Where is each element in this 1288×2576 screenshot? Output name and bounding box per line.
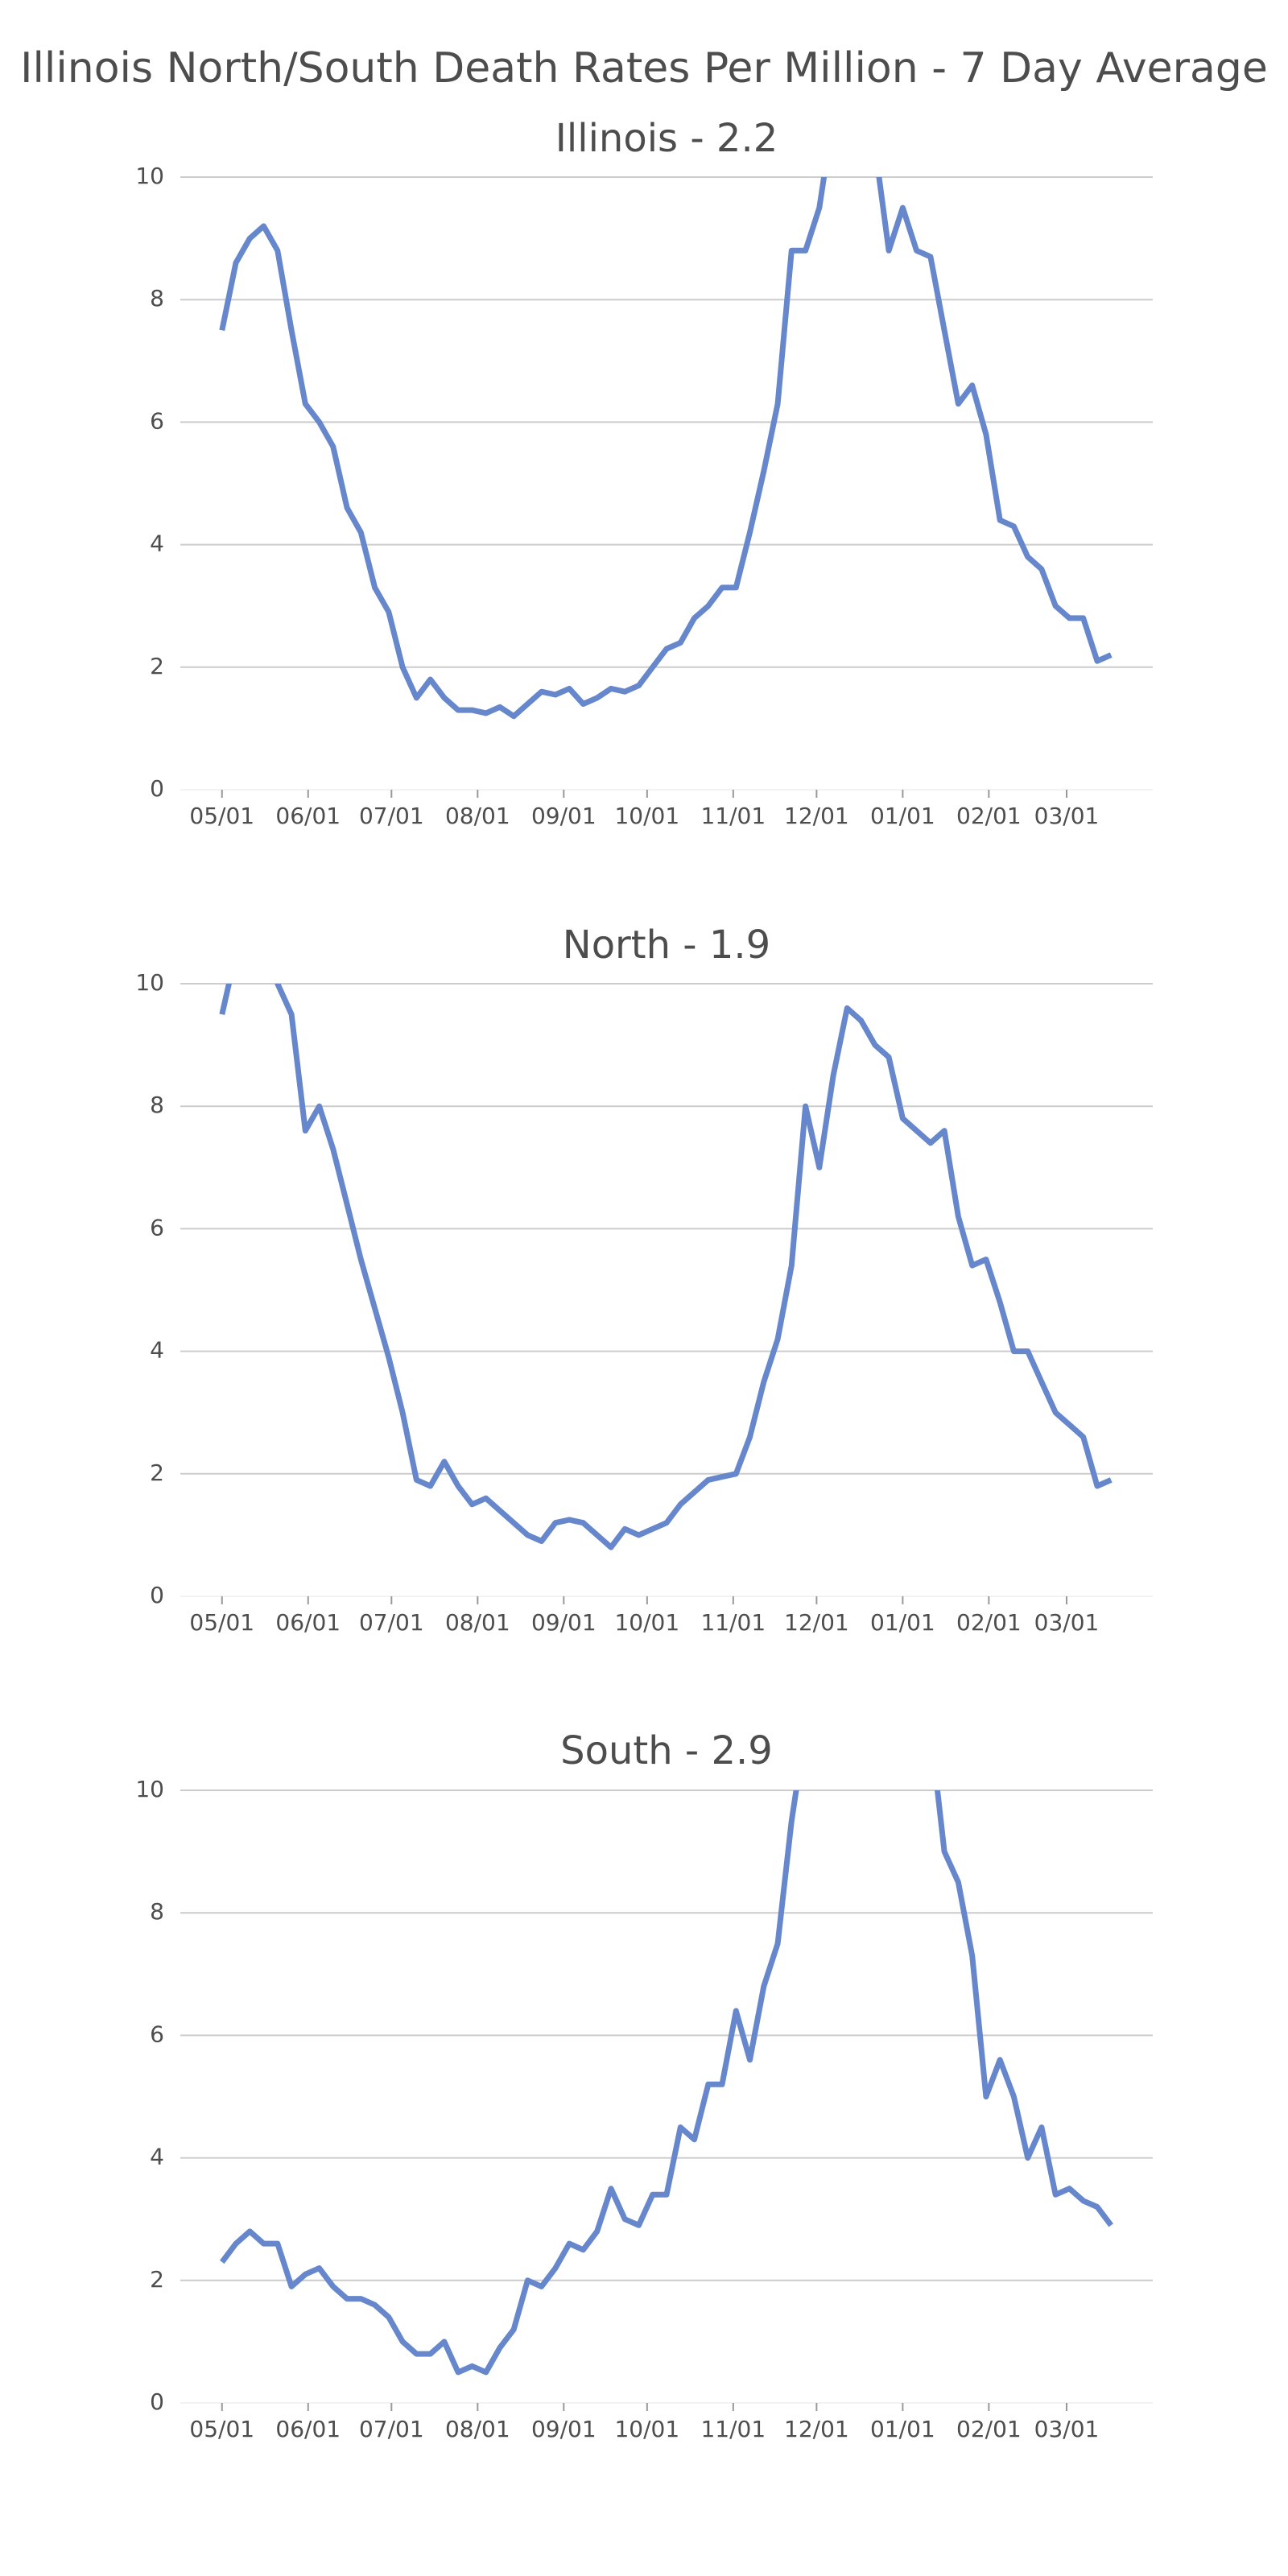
x-tick-label: 08/01: [445, 2416, 510, 2442]
y-tick-label: 0: [150, 775, 164, 802]
x-tick-label: 11/01: [700, 1609, 766, 1636]
x-tick-label: 05/01: [189, 1609, 254, 1636]
y-tick-label: 2: [150, 653, 164, 679]
x-tick-label: 08/01: [445, 803, 510, 829]
subplot: North - 1.9 0 2 4 6 8 10 05/01 06/01 07/01 08/01 09…: [135, 923, 1153, 1636]
y-tick-label: 2: [150, 1459, 164, 1486]
x-tick-label: 06/01: [275, 2416, 341, 2442]
y-tick-label: 4: [150, 530, 164, 557]
y-tick-label: 8: [150, 1898, 164, 1925]
x-tick-label: 12/01: [784, 1609, 849, 1636]
y-tick-label: 2: [150, 2266, 164, 2293]
y-tick-label: 10: [135, 969, 164, 996]
x-tick-label: 02/01: [956, 2416, 1022, 2442]
subplot-title: Illinois - 2.2: [555, 116, 778, 161]
y-tick-label: 10: [135, 163, 164, 189]
x-tick-label: 12/01: [784, 2416, 849, 2442]
y-tick-label: 4: [150, 1337, 164, 1364]
data-line: [219, 177, 1113, 720]
y-tick-label: 0: [150, 2388, 164, 2415]
x-tick-label: 11/01: [700, 2416, 766, 2442]
y-tick-label: 0: [150, 1582, 164, 1608]
x-tick-label: 01/01: [870, 2416, 935, 2442]
x-tick-label: 09/01: [531, 2416, 597, 2442]
x-tick-label: 09/01: [531, 803, 597, 829]
x-tick-label: 12/01: [784, 803, 849, 829]
x-tick-label: 06/01: [275, 803, 341, 829]
x-tick-label: 01/01: [870, 803, 935, 829]
x-tick-label: 02/01: [956, 803, 1022, 829]
y-tick-label: 6: [150, 1214, 164, 1241]
x-tick-label: 06/01: [275, 1609, 341, 1636]
y-tick-label: 4: [150, 2144, 164, 2170]
x-tick-label: 07/01: [359, 803, 424, 829]
subplot-title: South - 2.9: [560, 1728, 773, 1773]
figure-title: Illinois North/South Death Rates Per Mil…: [20, 44, 1268, 93]
x-tick-label: 03/01: [1034, 2416, 1100, 2442]
x-tick-label: 09/01: [531, 1609, 597, 1636]
x-tick-label: 11/01: [700, 803, 766, 829]
x-tick-label: 07/01: [359, 1609, 424, 1636]
x-tick-label: 08/01: [445, 1609, 510, 1636]
subplot-title: North - 1.9: [563, 923, 770, 968]
x-tick-label: 03/01: [1034, 1609, 1100, 1636]
x-tick-label: 10/01: [614, 1609, 679, 1636]
subplot: South - 2.9 0 2 4 6 8 10 05/01 06/01 07/01 08/01 09…: [135, 1728, 1153, 2442]
x-tick-label: 01/01: [870, 1609, 935, 1636]
x-tick-label: 02/01: [956, 1609, 1022, 1636]
x-tick-label: 10/01: [614, 2416, 679, 2442]
data-line: [220, 1790, 1113, 2376]
x-tick-label: 07/01: [359, 2416, 424, 2442]
y-tick-label: 10: [135, 1776, 164, 1802]
x-tick-label: 05/01: [189, 2416, 254, 2442]
y-tick-label: 8: [150, 1092, 164, 1118]
x-tick-label: 10/01: [614, 803, 679, 829]
y-tick-label: 6: [150, 407, 164, 434]
y-tick-label: 6: [150, 2021, 164, 2047]
x-tick-label: 03/01: [1034, 803, 1100, 829]
data-line: [219, 984, 1113, 1550]
y-tick-label: 8: [150, 285, 164, 312]
x-tick-label: 05/01: [189, 803, 254, 829]
subplot: Illinois - 2.2 0 2 4 6 8 10 05/01 06/01 07/01 08/0…: [135, 116, 1153, 829]
